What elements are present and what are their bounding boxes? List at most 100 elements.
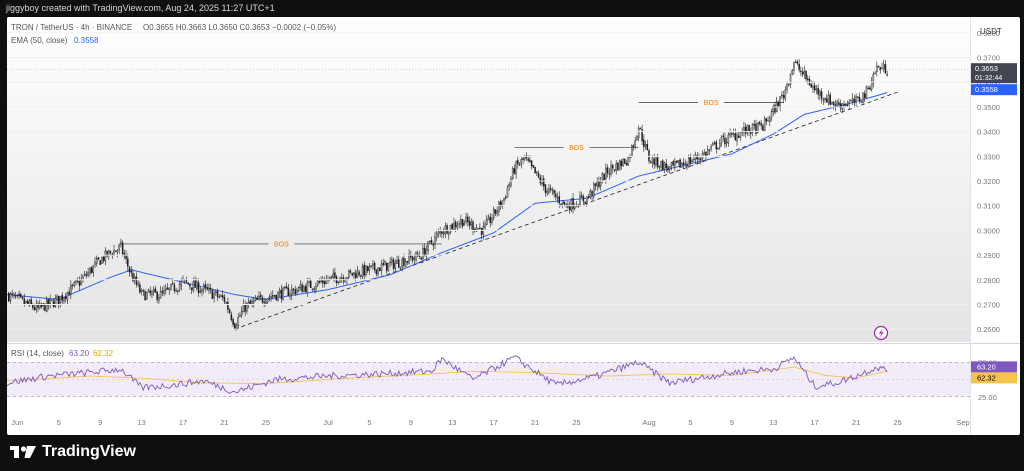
candle-body: [477, 228, 479, 230]
candle-body: [190, 287, 193, 290]
candle-body: [511, 168, 514, 179]
candle-body: [140, 289, 143, 292]
candle-body: [855, 96, 857, 103]
currency-label[interactable]: USDT: [980, 27, 1002, 36]
candle-body: [363, 264, 365, 276]
candle-body: [196, 281, 198, 289]
candle-body: [784, 89, 787, 100]
candle-body: [461, 219, 464, 227]
candle-body: [672, 161, 674, 166]
candle-body: [605, 167, 607, 180]
symbol-legend[interactable]: TRON / TetherUS · 4h · BINANCE: [11, 23, 132, 32]
rsi-ma-value-tag: [971, 372, 1017, 384]
time-axis-label: 13: [769, 418, 777, 427]
candle-body: [370, 265, 372, 267]
candle-body: [253, 300, 255, 303]
candle-body: [273, 295, 276, 297]
candle-body: [862, 92, 864, 103]
candle-body: [63, 297, 65, 302]
lightning-icon[interactable]: [873, 325, 889, 341]
candle-body: [341, 277, 343, 279]
candle-body: [603, 173, 605, 181]
candle-body: [435, 233, 438, 238]
candle-body: [832, 101, 835, 105]
candle-body: [232, 319, 234, 325]
candle-body: [394, 262, 397, 269]
candle-body: [291, 289, 293, 295]
candle-body: [284, 286, 286, 289]
candle-body: [285, 286, 288, 289]
candle-body: [178, 284, 181, 290]
candle-body: [727, 134, 730, 144]
candle-body: [358, 271, 360, 276]
candle-body: [813, 85, 816, 91]
candle-body: [534, 166, 536, 174]
ema-legend-label[interactable]: EMA (50, close): [11, 36, 68, 45]
candle-body: [863, 93, 866, 98]
ema-price-tag-value: 0.3558: [975, 85, 998, 94]
candle-body: [479, 227, 481, 229]
candle-body: [663, 162, 666, 170]
candle-body: [503, 198, 505, 201]
candle-body: [789, 74, 792, 85]
candle-body: [420, 257, 422, 260]
candle-body: [423, 247, 426, 256]
candle-body: [655, 156, 657, 166]
candle-body: [61, 294, 63, 301]
candle-body: [753, 124, 756, 126]
candle-body: [380, 263, 383, 271]
candle-body: [667, 166, 669, 171]
candle-body: [870, 81, 873, 90]
candle-body: [292, 288, 295, 290]
candle-body: [632, 145, 635, 148]
footer: TradingView: [0, 435, 1024, 471]
candle-body: [339, 278, 341, 283]
candle-body: [860, 101, 863, 103]
candle-body: [256, 297, 258, 300]
candle-body: [763, 118, 766, 132]
candle-body: [643, 139, 645, 148]
candle-body: [263, 301, 265, 304]
candle-body: [408, 253, 410, 264]
candle-body: [396, 259, 398, 264]
candle-body: [713, 142, 716, 144]
candle-body: [313, 288, 315, 290]
candle-body: [693, 158, 695, 161]
candle-body: [261, 297, 264, 303]
candle-body: [346, 277, 348, 280]
candle-body: [225, 302, 227, 304]
candle-body: [618, 160, 621, 171]
candle-body: [90, 267, 93, 273]
candle-body: [158, 297, 160, 301]
time-axis[interactable]: Jun 5 9 13 17 21 25 Jul 5 9 13 17 21 25 Aug 5 9 13 17 21 25 S…: [11, 418, 969, 427]
candle-body: [242, 304, 245, 313]
time-axis-label: 5: [688, 418, 692, 427]
candle-body: [658, 166, 661, 168]
candle-body: [826, 98, 828, 103]
candle-body: [441, 231, 443, 234]
candle-body: [287, 287, 290, 297]
price-axis[interactable]: 0.38000.37000.36000.35000.34000.33000.32…: [7, 29, 1000, 334]
candle-body: [879, 66, 882, 71]
tradingview-logo[interactable]: TradingView: [10, 443, 136, 461]
candle-body: [712, 143, 714, 146]
candle-body: [781, 94, 783, 97]
candle-body: [827, 94, 830, 104]
top-bar: jiggyboy created with TradingView.com, A…: [0, 0, 1024, 17]
candle-body: [220, 295, 222, 297]
candle-body: [21, 296, 24, 299]
candle-body: [209, 287, 212, 290]
rsi-ma-value-tag-value: 62.32: [977, 373, 996, 382]
candle-body: [668, 166, 671, 170]
candle-body: [382, 263, 384, 265]
candle-body: [662, 160, 664, 171]
candle-body: [7, 293, 10, 302]
candle-body: [838, 102, 840, 106]
candle-body: [530, 160, 533, 167]
rsi-band: [7, 361, 970, 398]
rsi-legend-label[interactable]: RSI (14, close): [11, 349, 64, 358]
candle-body: [729, 133, 731, 136]
candle-body: [13, 294, 15, 296]
